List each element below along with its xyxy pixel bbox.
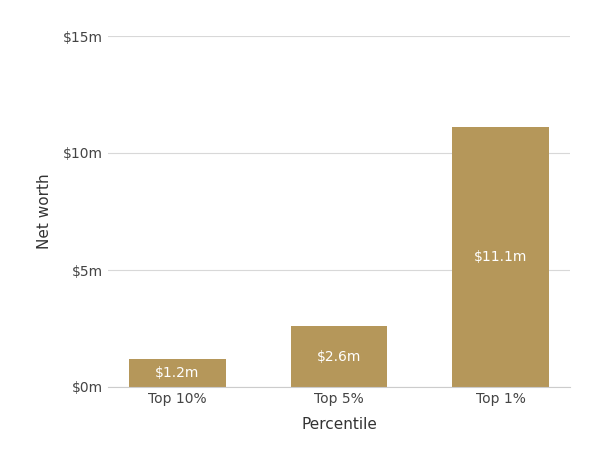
Y-axis label: Net worth: Net worth	[37, 174, 52, 249]
Text: $11.1m: $11.1m	[474, 250, 527, 264]
Bar	[452, 127, 549, 387]
X-axis label: Percentile: Percentile	[301, 417, 377, 432]
Bar	[129, 359, 226, 387]
Bar	[290, 326, 388, 387]
Text: $2.6m: $2.6m	[317, 350, 361, 364]
Text: $1.2m: $1.2m	[155, 366, 200, 380]
